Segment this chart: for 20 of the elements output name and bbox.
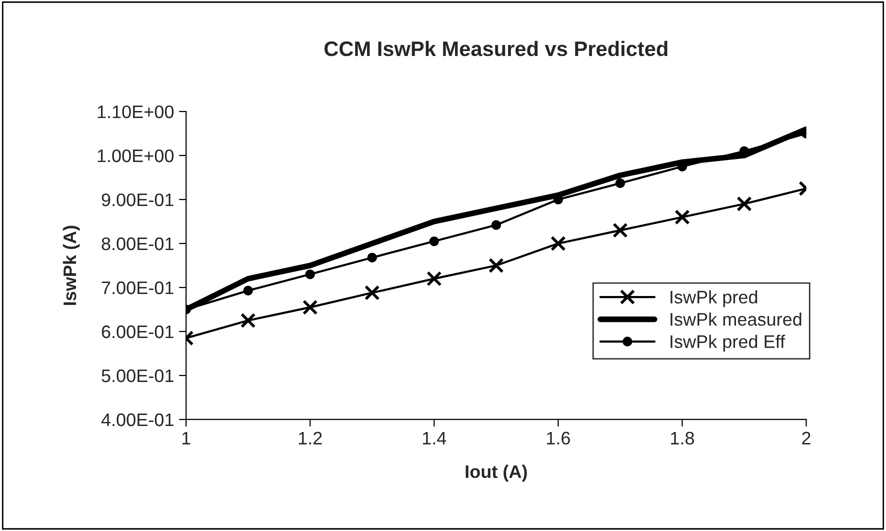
y-tick-label: 1.10E+00 [98,105,174,118]
x-axis-title: Iout (A) [466,464,527,482]
legend-label: IswPk pred Eff [670,334,786,352]
x-tick-label: 1 [182,432,190,444]
y-tick-label: 9.00E-01 [102,193,174,206]
x-tick-label: 1.6 [547,432,570,445]
legend-label: IswPk measured [670,312,802,326]
y-axis-title: IswPk (A) [62,226,80,305]
y-tick-label: 6.00E-01 [102,325,174,338]
y-tick-label: 8.00E-01 [102,237,174,250]
y-tick-label: 4.00E-01 [101,413,174,426]
x-tick-label: 1.2 [298,432,322,444]
x-tick-label: 1.4 [422,432,446,444]
y-tick-label: 5.00E-01 [102,369,174,382]
legend-label: IswPk pred [670,290,758,308]
x-tick-label: 1.8 [671,432,694,445]
x-tick-label: 2 [802,432,810,444]
y-tick-label: 1.00E+00 [98,149,174,162]
chart-title: CCM IswPk Measured vs Predicted [324,40,668,56]
y-tick-label: 7.00E-01 [102,281,174,294]
